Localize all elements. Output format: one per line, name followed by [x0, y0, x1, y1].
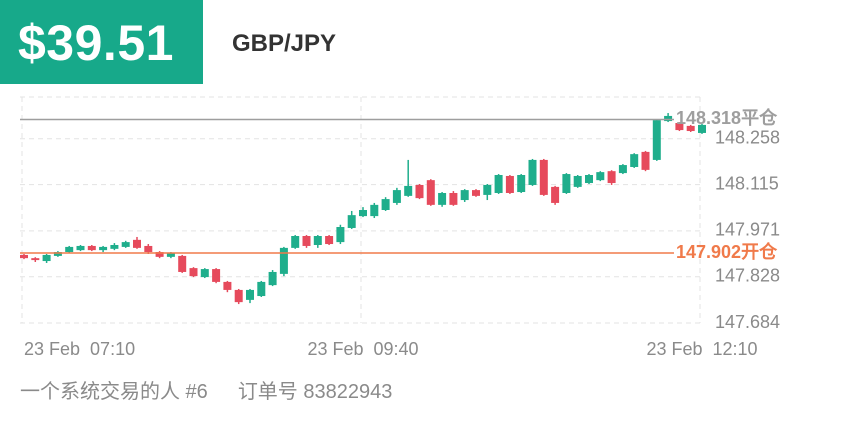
candle-body — [257, 281, 266, 297]
candle-body — [686, 125, 695, 132]
candle-body — [325, 236, 334, 245]
candle-body — [279, 247, 288, 274]
order-number: 订单号 83822943 — [237, 381, 393, 403]
candle-body — [618, 165, 627, 174]
candle-body — [675, 123, 684, 131]
candle-body — [133, 239, 141, 248]
candle-body — [347, 215, 356, 228]
candle-body — [87, 245, 96, 251]
reference-label: 147.902开仓 — [676, 241, 778, 262]
candle-body — [234, 289, 243, 303]
x-tick-label: 23 Feb 12:10 — [646, 339, 757, 359]
candle-body — [517, 175, 526, 193]
candle-body — [630, 154, 639, 167]
candle-body — [53, 252, 62, 256]
candle-body — [698, 124, 706, 133]
candle-body — [483, 184, 492, 195]
candle-body — [562, 174, 571, 193]
price-badge: $39.51 — [0, 0, 203, 84]
candle-body — [302, 236, 311, 246]
candle-body — [652, 120, 661, 160]
candle-body — [505, 175, 514, 193]
candle-body — [460, 190, 469, 201]
candle-body — [31, 258, 40, 261]
reference-label: 148.318平仓 — [676, 107, 778, 128]
y-tick-label: 148.115 — [715, 173, 779, 193]
candle-body — [246, 289, 254, 300]
y-tick-label: 147.828 — [715, 266, 780, 286]
candle-body — [370, 204, 379, 217]
candle-body — [336, 227, 345, 243]
candle-body — [268, 271, 277, 286]
candle-body — [166, 253, 175, 257]
candle-body — [178, 255, 187, 272]
candle-body — [359, 210, 367, 217]
y-tick-label: 147.684 — [715, 312, 780, 332]
candle-body — [404, 185, 413, 196]
candle-body — [596, 172, 605, 181]
candle-body — [313, 236, 322, 245]
candle-body — [472, 190, 480, 196]
candle-body — [189, 268, 198, 277]
candle-body — [42, 254, 51, 262]
candle-body — [121, 242, 130, 247]
candle-body — [551, 186, 560, 203]
trader-name: 一个系统交易的人 #6 — [20, 381, 208, 403]
x-tick-label: 23 Feb 07:10 — [24, 339, 135, 359]
candle-body — [449, 192, 458, 205]
chart: 147.684 147.828 147.971 148.115 148.258 23 Fe… — [20, 96, 780, 359]
candle-body — [664, 115, 673, 122]
candle-body — [144, 245, 153, 253]
candle-body — [110, 244, 119, 249]
candle-body — [65, 246, 74, 253]
candle-body — [381, 199, 390, 210]
candle-body — [392, 190, 401, 203]
candle-body — [155, 252, 164, 257]
candle-body — [585, 175, 593, 184]
candle-body — [573, 175, 582, 187]
candle-body — [200, 269, 209, 278]
currency-pair: GBP/JPY — [232, 30, 337, 57]
candle-body — [291, 236, 300, 248]
candle-body — [426, 180, 435, 205]
candle-body — [641, 151, 650, 170]
candle-body — [20, 254, 28, 259]
candle-body — [99, 246, 108, 251]
price: $39.51 — [18, 15, 174, 71]
candle-body — [494, 175, 503, 193]
y-tick-label: 148.258 — [715, 127, 780, 147]
candle-body — [528, 159, 537, 185]
candle-body — [438, 192, 447, 205]
candle-body — [76, 245, 85, 251]
candle-body — [223, 281, 232, 290]
footer: 一个系统交易的人 #6 订单号 83822943 — [20, 375, 392, 404]
y-tick-label: 147.971 — [715, 220, 780, 240]
x-tick-label: 23 Feb 09:40 — [307, 339, 418, 359]
candle-body — [539, 159, 548, 195]
candle-body — [415, 184, 424, 199]
candle-body — [212, 269, 221, 282]
candle-body — [607, 171, 616, 184]
